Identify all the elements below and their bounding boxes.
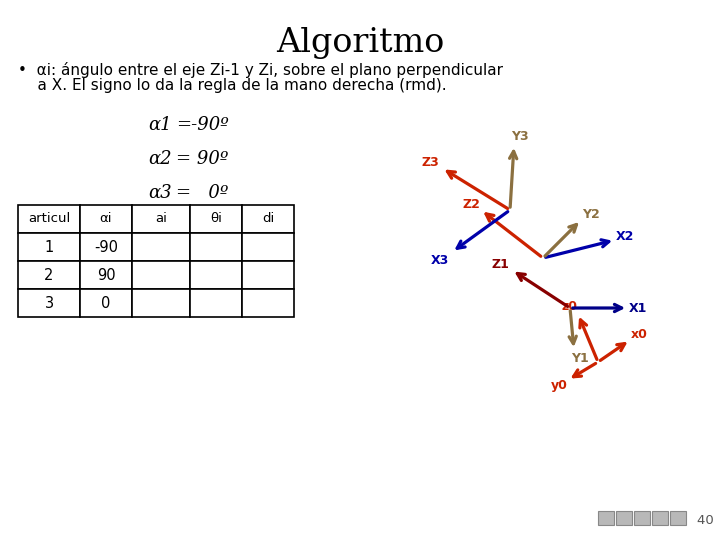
Text: Algoritmo: Algoritmo [276, 27, 444, 59]
Text: Y2: Y2 [582, 208, 600, 221]
Bar [190, 205, 242, 233]
Text: y0: y0 [551, 380, 567, 393]
Text: X3: X3 [431, 253, 449, 267]
Bar [132, 233, 190, 261]
Bar [80, 205, 132, 233]
Bar [242, 205, 294, 233]
Text: Z3: Z3 [421, 156, 439, 168]
Text: di: di [262, 213, 274, 226]
Text: z0: z0 [562, 300, 578, 313]
Bar [190, 289, 242, 317]
Text: 90: 90 [96, 267, 115, 282]
Text: α3: α3 [148, 184, 171, 202]
Bar [242, 233, 294, 261]
Text: Y1: Y1 [571, 352, 589, 365]
Text: Y3: Y3 [511, 130, 528, 143]
Bar [616, 511, 632, 525]
Text: =   0º: = 0º [176, 184, 228, 202]
Text: ai: ai [155, 213, 167, 226]
Text: 40  /44: 40 /44 [697, 514, 720, 526]
Bar [80, 233, 132, 261]
Text: 0: 0 [102, 295, 111, 310]
Text: Z1: Z1 [491, 258, 509, 271]
Bar [634, 511, 650, 525]
Text: αi: αi [100, 213, 112, 226]
Bar [652, 511, 668, 525]
Bar [18, 205, 80, 233]
Bar [18, 289, 80, 317]
Bar [80, 261, 132, 289]
Text: 2: 2 [45, 267, 54, 282]
Text: x0: x0 [631, 328, 647, 341]
Text: Z2: Z2 [462, 198, 480, 211]
Text: θi: θi [210, 213, 222, 226]
Text: α1: α1 [148, 116, 171, 134]
Text: X1: X1 [629, 301, 647, 314]
Bar [242, 261, 294, 289]
Text: -90: -90 [94, 240, 118, 254]
Bar [190, 261, 242, 289]
Text: 1: 1 [45, 240, 53, 254]
Bar [18, 261, 80, 289]
Bar [670, 511, 686, 525]
Text: a X. El signo lo da la regla de la mano derecha (rmd).: a X. El signo lo da la regla de la mano … [18, 78, 446, 93]
Text: articul: articul [28, 213, 70, 226]
Text: =-90º: =-90º [176, 116, 229, 134]
Text: •  αi: ángulo entre el eje Zi-1 y Zi, sobre el plano perpendicular: • αi: ángulo entre el eje Zi-1 y Zi, sob… [18, 62, 503, 78]
Bar [18, 233, 80, 261]
Text: α2: α2 [148, 150, 171, 168]
Bar [80, 289, 132, 317]
Text: 3: 3 [45, 295, 53, 310]
Text: X2: X2 [616, 230, 634, 242]
Bar [132, 261, 190, 289]
Bar [132, 205, 190, 233]
Bar [598, 511, 614, 525]
Bar [132, 289, 190, 317]
Bar [242, 289, 294, 317]
Bar [190, 233, 242, 261]
Text: = 90º: = 90º [176, 150, 228, 168]
